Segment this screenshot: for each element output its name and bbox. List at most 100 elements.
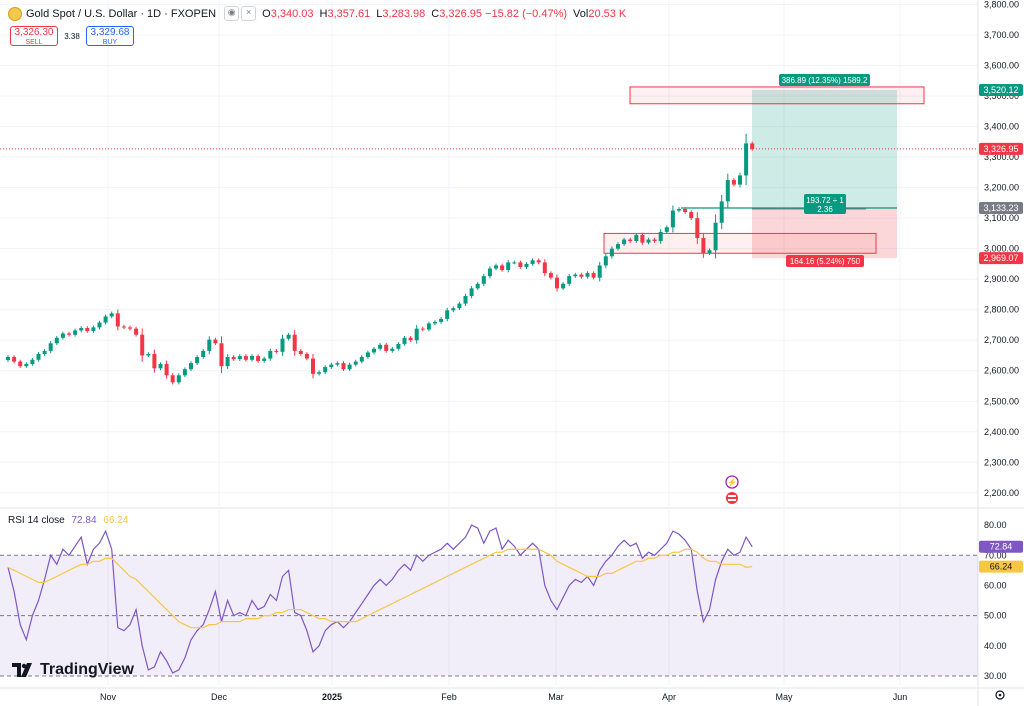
- buy-button[interactable]: 3,329.68 BUY: [86, 26, 134, 46]
- candle-body: [48, 343, 53, 351]
- time-axis-label: Jun: [893, 692, 908, 702]
- candle-body: [274, 350, 279, 352]
- price-axis-label: 3,000.00: [984, 244, 1019, 254]
- trade-panel: 3,326.30 SELL 3.38 3,329.68 BUY: [10, 26, 134, 46]
- candle-body: [304, 353, 309, 359]
- stop-label: 164.16 (5.24%) 750: [786, 255, 864, 267]
- candle-body: [719, 201, 724, 223]
- price-axis-label: 3,800.00: [984, 0, 1019, 10]
- price-axis-label: 2,500.00: [984, 396, 1019, 406]
- candle-body: [524, 263, 529, 267]
- candle-body: [414, 328, 419, 341]
- price-axis-label: 3,600.00: [984, 61, 1019, 71]
- candle-body: [609, 248, 614, 257]
- low-value: 3,283.98: [382, 7, 426, 20]
- candle-body: [256, 356, 261, 361]
- price-axis-badge-text: 3,520.12: [983, 85, 1018, 95]
- candle-body: [683, 209, 688, 213]
- candle-body: [469, 288, 474, 296]
- candle-body: [146, 353, 151, 356]
- candle-body: [164, 364, 169, 376]
- sell-button[interactable]: 3,326.30 SELL: [10, 26, 58, 46]
- target-label-text: 386.89 (12.35%) 1589.2: [782, 76, 868, 85]
- eye-icon[interactable]: ◉: [224, 6, 240, 21]
- candle-body: [36, 353, 41, 360]
- entry-label-text: 2.36: [817, 205, 833, 214]
- candle-body: [725, 180, 730, 202]
- price-axis-label: 2,900.00: [984, 274, 1019, 284]
- chart-legend[interactable]: Gold Spot / U.S. Dollar · 1D · FXOPEN ◉ …: [8, 6, 626, 21]
- candle-body: [634, 234, 639, 242]
- candle-body: [103, 316, 108, 323]
- candle-body: [426, 323, 431, 330]
- candle-body: [744, 143, 749, 176]
- candle-body: [506, 262, 511, 271]
- candle-body: [542, 262, 547, 274]
- candle-body: [731, 180, 736, 185]
- candle-body: [487, 268, 492, 277]
- rsi-ma-value-badge-text: 66.24: [990, 562, 1013, 572]
- candle-body: [121, 326, 126, 328]
- candle-body: [750, 143, 755, 149]
- high-value: 3,357.61: [327, 7, 371, 20]
- open-value: 3,340.03: [270, 7, 314, 20]
- rsi-axis-label: 70.00: [984, 550, 1007, 560]
- candle-body: [109, 313, 114, 317]
- supply-zone: [603, 232, 877, 254]
- rsi-axis-label: 80.00: [984, 520, 1007, 530]
- svg-text:⚡: ⚡: [727, 477, 737, 487]
- close-icon[interactable]: ×: [241, 6, 257, 21]
- candle-body: [225, 357, 230, 367]
- price-axis-label: 2,200.00: [984, 488, 1019, 498]
- price-axis-label: 3,500.00: [984, 91, 1019, 101]
- candle-body: [359, 357, 364, 362]
- entry-label: 193.72 ÷ 12.36: [804, 194, 846, 214]
- price-axis-label: 2,400.00: [984, 427, 1019, 437]
- candle-body: [134, 328, 139, 335]
- candle-body: [555, 277, 559, 289]
- rsi-value-badge: 72.84: [979, 540, 1023, 553]
- price-axis-badge-text: 3,326.95: [983, 144, 1018, 154]
- rsi-axis-label: 30.00: [984, 671, 1007, 681]
- candle-body: [677, 209, 681, 211]
- candle-body: [317, 372, 322, 374]
- candle-body: [689, 212, 694, 219]
- candle-body: [597, 265, 602, 278]
- rsi-value-badge-text: 72.84: [990, 542, 1013, 552]
- settings-gear-icon[interactable]: [995, 690, 1005, 700]
- candle-body: [396, 343, 401, 349]
- candle-body: [347, 364, 352, 370]
- candle-body: [445, 310, 450, 319]
- candle-body: [268, 350, 273, 359]
- candle-body: [262, 358, 267, 361]
- candle-body: [530, 260, 535, 264]
- price-axis-label: 3,100.00: [984, 213, 1019, 223]
- candle-body: [695, 218, 700, 239]
- rsi-axis-label: 40.00: [984, 641, 1007, 651]
- candle-body: [140, 334, 145, 356]
- candle-body: [433, 321, 437, 324]
- candle-body: [365, 352, 370, 358]
- rsi-legend[interactable]: RSI 14 close 72.84 66.24: [8, 515, 128, 526]
- candle-body: [664, 227, 669, 232]
- candle-body: [591, 273, 596, 278]
- candle-body: [494, 265, 498, 269]
- rsi-band: [0, 555, 978, 676]
- candle-body: [713, 222, 718, 251]
- price-axis-badge: 3,520.12: [979, 83, 1023, 96]
- candle-body: [658, 231, 663, 242]
- rsi-ma-value: 66.24: [103, 515, 129, 526]
- candle-body: [237, 356, 242, 360]
- price-axis-label: 2,700.00: [984, 335, 1019, 345]
- symbol-title[interactable]: Gold Spot / U.S. Dollar · 1D · FXOPEN: [26, 7, 217, 20]
- candle-body: [42, 350, 47, 354]
- time-axis-label: Apr: [662, 692, 676, 702]
- candle-body: [707, 250, 712, 254]
- candle-body: [189, 363, 193, 370]
- candle-body: [408, 337, 413, 341]
- tradingview-logo[interactable]: TradingView: [12, 661, 134, 679]
- candle-body: [24, 364, 29, 367]
- supply-zone: [629, 86, 925, 105]
- candle-body: [616, 244, 620, 249]
